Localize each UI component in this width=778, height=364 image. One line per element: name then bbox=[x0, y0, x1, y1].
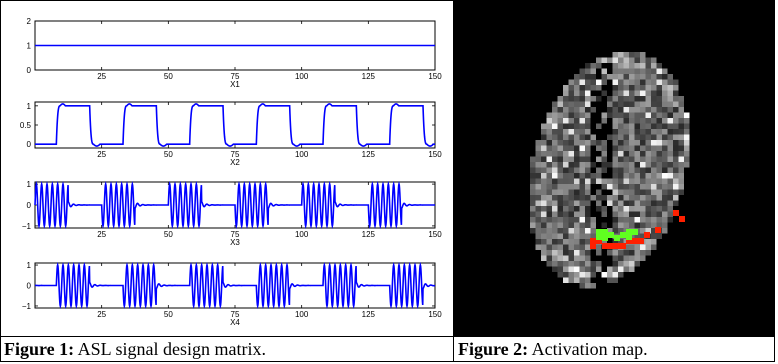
activation-voxel-red bbox=[626, 238, 632, 244]
figure-1-label: Figure 1: bbox=[4, 339, 75, 359]
x-tick-label: 125 bbox=[362, 72, 376, 81]
x-tick-label: 125 bbox=[362, 150, 376, 159]
x-tick-label: 75 bbox=[231, 230, 240, 239]
figure-2-label: Figure 2: bbox=[458, 339, 529, 359]
x-tick-label: 100 bbox=[295, 310, 309, 319]
activation-map-image bbox=[454, 1, 774, 336]
x-tick-label: 100 bbox=[295, 230, 309, 239]
activation-voxel-green bbox=[596, 229, 602, 235]
plot-4: 25 50 75 100 125 150 −1 0 1 X4 bbox=[22, 261, 442, 327]
x-tick-label: 150 bbox=[428, 230, 442, 239]
series-line bbox=[35, 103, 435, 147]
activation-voxel-green bbox=[626, 234, 632, 240]
x-axis-label: X2 bbox=[230, 158, 240, 167]
activation-voxel-red bbox=[679, 216, 685, 222]
x-tick-label: 125 bbox=[362, 230, 376, 239]
y-tick-label: −1 bbox=[22, 302, 32, 311]
x-tick-label: 75 bbox=[231, 72, 240, 81]
activation-voxel-green bbox=[620, 232, 626, 238]
plot-axes-box bbox=[34, 101, 436, 149]
figure-1-caption: Figure 1: ASL signal design matrix. bbox=[4, 339, 266, 360]
figure-2-text: Activation map. bbox=[531, 339, 648, 359]
figure-1-text: ASL signal design matrix. bbox=[77, 339, 266, 359]
x-tick-label: 150 bbox=[428, 150, 442, 159]
x-tick-label: 100 bbox=[295, 72, 309, 81]
activation-cluster bbox=[590, 210, 685, 249]
column-divider bbox=[453, 0, 454, 362]
x-axis-label: X1 bbox=[230, 80, 240, 89]
x-axis-label: X3 bbox=[230, 238, 240, 247]
activation-voxel-green bbox=[626, 229, 632, 235]
figure-2-panel bbox=[454, 1, 774, 336]
y-tick-label: 2 bbox=[27, 17, 32, 26]
y-tick-label: 1 bbox=[27, 180, 32, 189]
activation-voxel-red bbox=[614, 243, 620, 249]
x-tick-label: 50 bbox=[164, 150, 173, 159]
x-tick-label: 100 bbox=[295, 150, 309, 159]
activation-voxel-green bbox=[602, 229, 608, 235]
y-tick-label: 0 bbox=[27, 140, 32, 149]
activation-voxel-red bbox=[620, 243, 626, 249]
activation-voxel-red bbox=[632, 238, 638, 244]
caption-divider bbox=[0, 336, 775, 337]
y-tick-label: 1 bbox=[27, 42, 32, 51]
activation-voxel-green bbox=[614, 235, 620, 241]
series-line bbox=[34, 180, 435, 230]
x-tick-label: 25 bbox=[97, 150, 106, 159]
activation-voxel-red bbox=[608, 243, 614, 249]
x-tick-label: 25 bbox=[97, 310, 106, 319]
x-tick-label: 50 bbox=[164, 230, 173, 239]
figure-2-caption: Figure 2: Activation map. bbox=[458, 339, 648, 360]
y-tick-label: 0 bbox=[27, 282, 32, 291]
activation-voxel-red bbox=[673, 210, 679, 216]
activation-voxel-green bbox=[596, 234, 602, 240]
y-tick-label: 1 bbox=[27, 102, 32, 111]
activation-voxel-red bbox=[590, 238, 596, 244]
y-tick-label: 0 bbox=[27, 66, 32, 75]
plot-1: 25 50 75 100 125 150 0 1 2 X1 bbox=[27, 17, 443, 89]
y-tick-label: 1 bbox=[27, 261, 32, 270]
activation-voxel-red bbox=[590, 243, 596, 249]
x-tick-label: 75 bbox=[231, 310, 240, 319]
activation-voxel-green bbox=[608, 232, 614, 238]
y-tick-label: −1 bbox=[22, 222, 32, 231]
x-tick-label: 125 bbox=[362, 310, 376, 319]
y-tick-label: 0 bbox=[27, 201, 32, 210]
activation-voxel-red bbox=[596, 238, 602, 244]
figure-1-panel: 25 50 75 100 125 150 0 1 2 X1 25 50 75 100 125 150 0 0.5 1… bbox=[1, 1, 453, 336]
x-tick-label: 25 bbox=[97, 72, 106, 81]
series-line bbox=[34, 261, 436, 310]
activation-voxel-red bbox=[655, 227, 661, 233]
activation-voxel-red bbox=[644, 232, 650, 238]
x-tick-label: 150 bbox=[428, 72, 442, 81]
x-tick-label: 50 bbox=[164, 310, 173, 319]
activation-voxel-red bbox=[638, 238, 644, 244]
x-tick-label: 25 bbox=[97, 230, 106, 239]
y-tick-label: 0.5 bbox=[20, 121, 32, 130]
x-tick-label: 150 bbox=[428, 310, 442, 319]
activation-voxel-red bbox=[602, 243, 608, 249]
x-tick-label: 50 bbox=[164, 72, 173, 81]
activation-voxel-green bbox=[602, 235, 608, 241]
plot-3: 25 50 75 100 125 150 −1 0 1 X3 bbox=[22, 180, 442, 247]
brain-slice bbox=[530, 52, 690, 289]
x-tick-label: 75 bbox=[231, 150, 240, 159]
plot-2: 25 50 75 100 125 150 0 0.5 1 X2 bbox=[20, 101, 442, 167]
activation-voxel-green bbox=[632, 229, 638, 235]
x-axis-label: X4 bbox=[230, 318, 240, 327]
